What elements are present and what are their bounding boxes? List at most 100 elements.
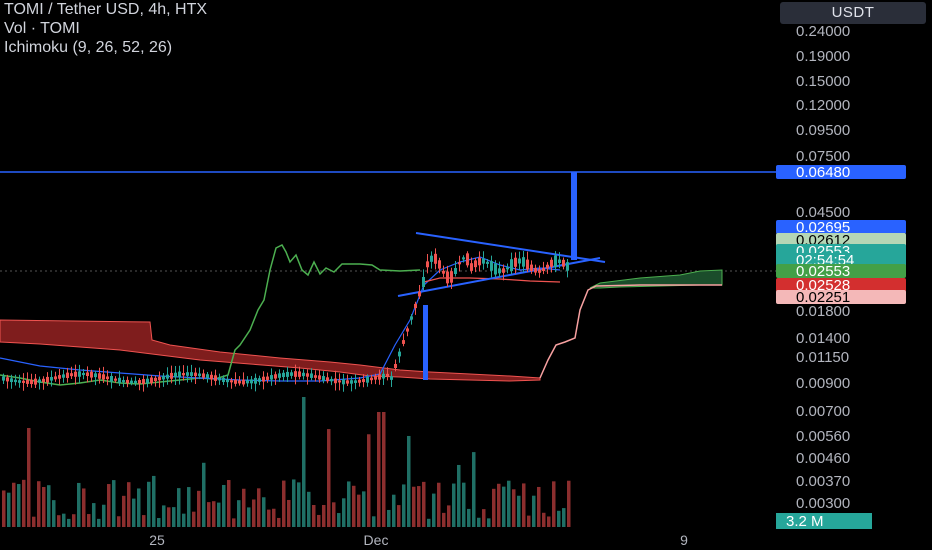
candle-body (326, 377, 329, 382)
candle-body (514, 257, 517, 267)
candle-body (554, 255, 557, 268)
volume-bar (152, 475, 156, 527)
price-label-box (776, 290, 906, 304)
candle-body (350, 380, 353, 384)
measure-bar-left[interactable] (423, 305, 428, 380)
candle-body (446, 271, 449, 284)
volume-bar (567, 480, 571, 527)
candle-body (510, 259, 513, 272)
candle-body (414, 303, 417, 309)
ichimoku-lagging-span (0, 244, 421, 386)
candle-body (186, 372, 189, 376)
volume-bar (472, 452, 476, 527)
candle-body (286, 371, 289, 377)
candle-body (318, 375, 321, 380)
time-tick-label: 25 (149, 532, 165, 548)
volume-bar (502, 486, 506, 527)
candle-body (214, 375, 217, 381)
triangle-upper-trendline[interactable] (415, 232, 606, 263)
measure-bar-right[interactable] (571, 172, 577, 260)
volume-bar (432, 493, 436, 527)
price-label-box (776, 264, 906, 278)
volume-bar (207, 502, 211, 527)
candle-body (494, 263, 497, 275)
price-tick-label: 0.00300 (796, 495, 850, 512)
volume-bar (297, 482, 301, 527)
price-label-box (776, 278, 906, 292)
volume-bar (402, 484, 406, 527)
time-axis[interactable]: 25 Dec 9 (149, 532, 688, 548)
volume-bar (282, 480, 286, 527)
candle-body (146, 378, 149, 384)
candle-body (282, 372, 285, 378)
volume-bar (232, 518, 236, 527)
price-axis[interactable]: 0.24000 0.19000 0.15000 0.12000 0.09500 0.075… (796, 23, 850, 512)
volume-bar (47, 485, 51, 527)
candle-body (358, 379, 361, 383)
candle-body (14, 379, 17, 383)
candle-body (310, 373, 313, 378)
volume-bar (257, 488, 261, 527)
price-tick-label: 0.00560 (796, 428, 850, 445)
candle-body (486, 261, 489, 264)
candle-body (122, 380, 125, 383)
candle-body (466, 253, 469, 266)
candle-body (534, 268, 537, 273)
volume-bar (157, 518, 161, 527)
candle-body (22, 380, 25, 383)
volume-bar (362, 491, 366, 527)
volume-legend[interactable]: Vol · TOMI (4, 20, 80, 37)
volume-bar (452, 483, 456, 527)
symbol-title[interactable]: TOMI / Tether USD, 4h, HTX (4, 1, 208, 18)
ichimoku-leading-span-b (539, 284, 722, 379)
volume-bar (262, 497, 266, 527)
volume-bar (542, 512, 546, 527)
candle-body (382, 373, 385, 379)
ichimoku-legend[interactable]: Ichimoku (9, 26, 52, 26) (4, 39, 173, 56)
volume-bar (312, 505, 316, 527)
currency-button[interactable]: USDT (780, 2, 926, 24)
price-tick-label: 0.19000 (796, 48, 850, 65)
ichimoku-base-line (423, 277, 561, 283)
volume-bar (252, 499, 256, 527)
ichimoku-cloud-bullish (589, 269, 723, 289)
candle-body (230, 380, 233, 383)
volume-bar (417, 486, 421, 527)
volume-bar (187, 487, 191, 527)
volume-bar (177, 488, 181, 527)
volume-bar (352, 485, 356, 527)
candle-body (290, 372, 293, 376)
volume-bar (397, 505, 401, 527)
candle-body (170, 372, 173, 379)
candle-body (266, 376, 269, 380)
price-label-box (776, 253, 906, 267)
volume-bar (467, 508, 471, 527)
candle-body (426, 261, 429, 268)
volume-bar (117, 516, 121, 527)
candle-body (450, 271, 453, 283)
volume-bar (22, 479, 26, 527)
price-tick-label: 0.00460 (796, 450, 850, 467)
price-tick-label: 0.07500 (796, 148, 850, 165)
candle-body (46, 376, 49, 383)
candle-body (134, 380, 137, 384)
candle-body (566, 262, 569, 271)
candle-body (158, 376, 161, 381)
candle-body (26, 380, 29, 384)
volume-bar (212, 501, 216, 527)
candle-body (34, 378, 37, 385)
candle-body (454, 268, 457, 274)
price-tick-label: 0.04500 (796, 204, 850, 221)
candle-body (98, 373, 101, 379)
volume-bar (162, 505, 166, 527)
volume-bar (482, 509, 486, 527)
candle-body (2, 376, 5, 381)
candle-body (222, 377, 225, 383)
volume-bar (222, 484, 226, 527)
volume-bar (32, 516, 36, 527)
price-tick-label: 0.15000 (796, 73, 850, 90)
candle-body (194, 372, 197, 377)
candle-body (538, 269, 541, 273)
volume-bar (292, 479, 296, 527)
